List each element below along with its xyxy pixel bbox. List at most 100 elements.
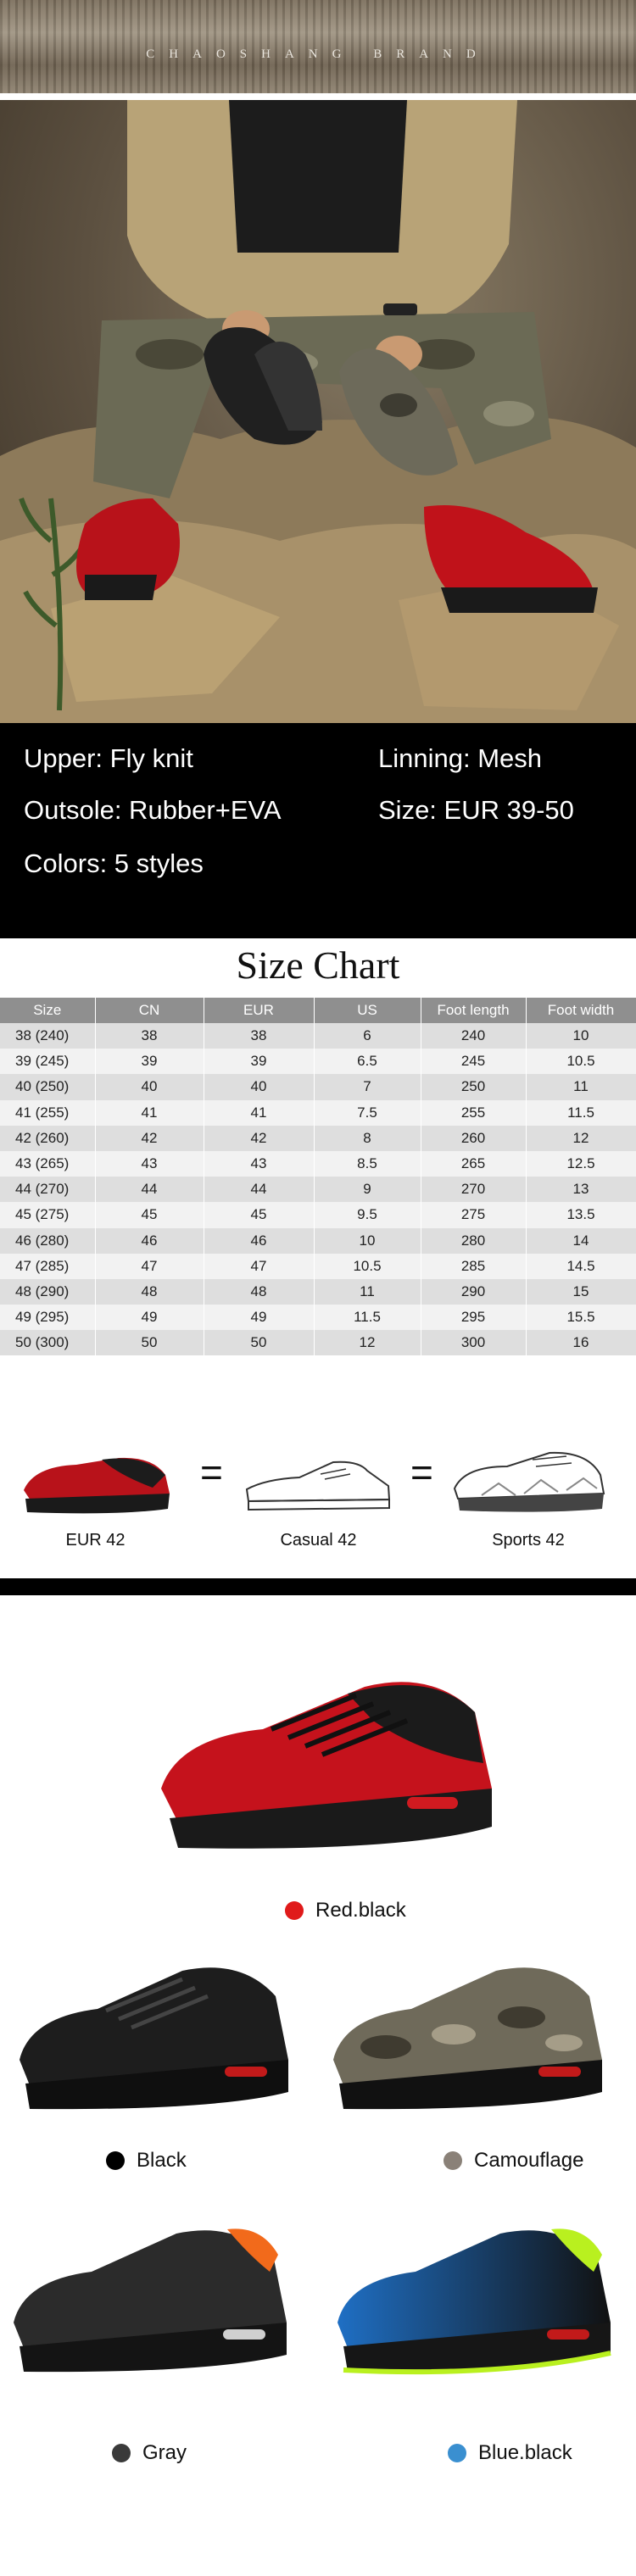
table-cell: 41: [95, 1099, 204, 1126]
product-specs: Upper: Fly knit Linning: Mesh Outsole: R…: [0, 723, 636, 938]
table-cell: 9: [314, 1177, 421, 1203]
color-dot-red-black: [285, 1901, 304, 1920]
table-cell: 7.5: [314, 1099, 421, 1126]
size-chart-title: Size Chart: [236, 943, 400, 987]
table-cell: 240: [421, 1023, 527, 1049]
table-row: 50 (300) 50 50 12 300 16: [0, 1330, 636, 1356]
table-cell: 43: [204, 1150, 315, 1177]
shoe-blue-black: [338, 2228, 611, 2375]
table-cell: 39: [204, 1049, 315, 1075]
table-cell: 50 (300): [0, 1330, 96, 1356]
equals-sign-1: =: [200, 1450, 223, 1494]
variant-label-blue-black: Blue.black: [448, 2441, 572, 2465]
table-cell: 45: [95, 1202, 204, 1228]
table-cell: 50: [95, 1330, 204, 1356]
size-chart-header-cell: US: [314, 998, 421, 1023]
casual-size-label: Casual 42: [280, 1531, 357, 1549]
table-cell: 245: [421, 1049, 527, 1075]
table-cell: 11.5: [314, 1305, 421, 1331]
table-cell: 43 (265): [0, 1150, 96, 1177]
equals-sign-2: =: [410, 1450, 433, 1494]
table-cell: 15: [526, 1278, 636, 1305]
variant-name: Blue.black: [478, 2441, 572, 2464]
table-cell: 42: [95, 1125, 204, 1151]
table-cell: 300: [421, 1330, 527, 1356]
spec-colors: Colors: 5 styles: [24, 848, 204, 878]
table-cell: 270: [421, 1177, 527, 1203]
variant-name: Camouflage: [474, 2149, 584, 2172]
spec-upper: Upper: Fly knit: [24, 743, 193, 773]
table-cell: 38 (240): [0, 1023, 96, 1049]
table-row: 47 (285) 47 47 10.5 285 14.5: [0, 1253, 636, 1279]
table-cell: 10: [314, 1227, 421, 1254]
color-dot-black: [106, 2151, 125, 2170]
table-cell: 255: [421, 1099, 527, 1126]
size-comparison: = = EUR 42 Casual 42 Sports 42: [0, 1441, 636, 1568]
table-cell: 11: [314, 1278, 421, 1305]
table-cell: 260: [421, 1125, 527, 1151]
shoe-camouflage: [333, 1967, 602, 2110]
table-cell: 295: [421, 1305, 527, 1331]
size-chart-header-cell: Foot width: [526, 998, 636, 1023]
casual-shoe-illustration: [245, 1460, 391, 1511]
table-cell: 44: [204, 1177, 315, 1203]
table-cell: 280: [421, 1227, 527, 1254]
table-row: 40 (250) 40 40 7 250 11: [0, 1074, 636, 1100]
variant-label-gray: Gray: [112, 2441, 187, 2465]
color-dot-blue-black: [448, 2444, 466, 2462]
table-cell: 15.5: [526, 1305, 636, 1331]
table-cell: 10: [526, 1023, 636, 1049]
table-cell: 12: [314, 1330, 421, 1356]
shoe-red-black: [161, 1682, 492, 1849]
table-cell: 50: [204, 1330, 315, 1356]
table-cell: 12.5: [526, 1150, 636, 1177]
table-cell: 41: [204, 1099, 315, 1126]
sports-shoe-illustration: [453, 1451, 605, 1512]
sports-size-label: Sports 42: [492, 1531, 565, 1549]
table-cell: 46: [95, 1227, 204, 1254]
spec-lining: Linning: Mesh: [378, 743, 543, 773]
table-cell: 40: [95, 1074, 204, 1100]
table-row: 42 (260) 42 42 8 260 12: [0, 1125, 636, 1151]
spec-size: Size: EUR 39-50: [378, 795, 574, 825]
table-cell: 14: [526, 1227, 636, 1254]
brand-banner: CHAOSHANG BRAND: [0, 0, 636, 93]
table-cell: 8: [314, 1125, 421, 1151]
table-cell: 7: [314, 1074, 421, 1100]
hero-photo: [0, 100, 636, 723]
table-cell: 11: [526, 1074, 636, 1100]
table-cell: 275: [421, 1202, 527, 1228]
table-row: 38 (240) 38 38 6 240 10: [0, 1023, 636, 1049]
table-cell: 49: [204, 1305, 315, 1331]
color-dot-gray: [112, 2444, 131, 2462]
table-cell: 49: [95, 1305, 204, 1331]
variant-label-camouflage: Camouflage: [444, 2149, 583, 2173]
table-cell: 265: [421, 1150, 527, 1177]
size-chart-table: Size CN EUR US Foot length Foot width 38 (240…: [0, 998, 636, 1356]
table-cell: 12: [526, 1125, 636, 1151]
variant-name: Gray: [142, 2441, 187, 2464]
table-cell: 44: [95, 1177, 204, 1203]
table-cell: 43: [95, 1150, 204, 1177]
table-cell: 42: [204, 1125, 315, 1151]
table-cell: 10.5: [526, 1049, 636, 1075]
color-dot-camouflage: [444, 2151, 462, 2170]
table-cell: 45: [204, 1202, 315, 1228]
table-cell: 14.5: [526, 1253, 636, 1279]
table-cell: 45 (275): [0, 1202, 96, 1228]
table-cell: 16: [526, 1330, 636, 1356]
table-cell: 47: [204, 1253, 315, 1279]
spec-outsole: Outsole: Rubber+EVA: [24, 795, 282, 825]
variant-name: Red.black: [315, 1899, 406, 1922]
variant-label-black: Black: [106, 2149, 187, 2173]
table-row: 43 (265) 43 43 8.5 265 12.5: [0, 1150, 636, 1177]
sneaker-red-illustration: [24, 1457, 170, 1514]
table-cell: 38: [95, 1023, 204, 1049]
eur-size-label: EUR 42: [65, 1531, 126, 1549]
table-cell: 250: [421, 1074, 527, 1100]
table-cell: 46: [204, 1227, 315, 1254]
table-cell: 46 (280): [0, 1227, 96, 1254]
table-cell: 48: [95, 1278, 204, 1305]
table-cell: 13: [526, 1177, 636, 1203]
